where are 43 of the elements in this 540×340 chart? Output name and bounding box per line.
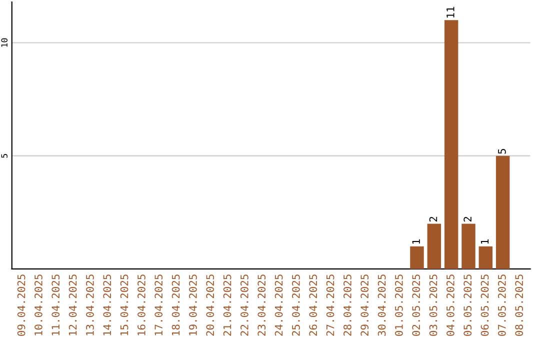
x-tick-label: 19.04.2025 bbox=[189, 274, 197, 336]
x-tick-label: 09.04.2025 bbox=[17, 274, 26, 336]
x-tick-label: 07.05.2025 bbox=[498, 274, 506, 336]
x-tick-label: 30.04.2025 bbox=[378, 274, 386, 336]
data-label: 1 bbox=[480, 239, 489, 244]
x-tick-label: 16.04.2025 bbox=[138, 274, 146, 336]
x-tick-label: 20.04.2025 bbox=[206, 274, 214, 336]
x-tick-label: 22.04.2025 bbox=[240, 274, 248, 336]
x-tick-label: 10.04.2025 bbox=[34, 274, 42, 336]
x-tick-label: 03.05.2025 bbox=[429, 274, 438, 336]
bar bbox=[478, 246, 493, 269]
x-tick-label: 13.04.2025 bbox=[86, 274, 94, 336]
x-tick-label: 17.04.2025 bbox=[154, 274, 163, 336]
bar bbox=[462, 224, 476, 269]
x-tick-label: 14.04.2025 bbox=[103, 274, 112, 336]
bar bbox=[496, 156, 510, 269]
x-tick-label: 29.04.2025 bbox=[360, 274, 369, 336]
x-tick-label: 15.04.2025 bbox=[120, 274, 128, 336]
y-tick-label: 10 bbox=[1, 38, 8, 47]
data-label: 1 bbox=[412, 239, 420, 244]
x-tick-label: 18.04.2025 bbox=[172, 274, 180, 336]
bar bbox=[410, 246, 424, 269]
bar bbox=[427, 224, 442, 269]
bar bbox=[444, 20, 458, 269]
x-tick-label: 06.05.2025 bbox=[480, 274, 489, 336]
x-tick-label: 01.05.2025 bbox=[394, 274, 403, 336]
x-tick-label: 11.04.2025 bbox=[52, 274, 60, 336]
data-label: 11 bbox=[446, 6, 454, 18]
x-tick-label: 12.04.2025 bbox=[68, 274, 77, 336]
x-tick-label: 27.04.2025 bbox=[326, 274, 334, 336]
x-tick-label: 05.05.2025 bbox=[464, 274, 472, 336]
data-label: 5 bbox=[498, 149, 506, 154]
x-tick-label: 25.04.2025 bbox=[292, 274, 300, 336]
x-tick-label: 24.04.2025 bbox=[274, 274, 283, 336]
x-tick-label: 26.04.2025 bbox=[309, 274, 318, 336]
x-tick-label: 28.04.2025 bbox=[343, 274, 352, 336]
x-tick-label: 23.04.2025 bbox=[258, 274, 266, 336]
x-tick-label: 04.05.2025 bbox=[446, 274, 454, 336]
x-tick-label: 02.05.2025 bbox=[412, 274, 420, 336]
data-label: 2 bbox=[464, 216, 472, 222]
data-label: 2 bbox=[429, 216, 438, 222]
x-tick-label: 21.04.2025 bbox=[223, 274, 232, 336]
x-tick-label: 08.05.2025 bbox=[515, 274, 524, 336]
